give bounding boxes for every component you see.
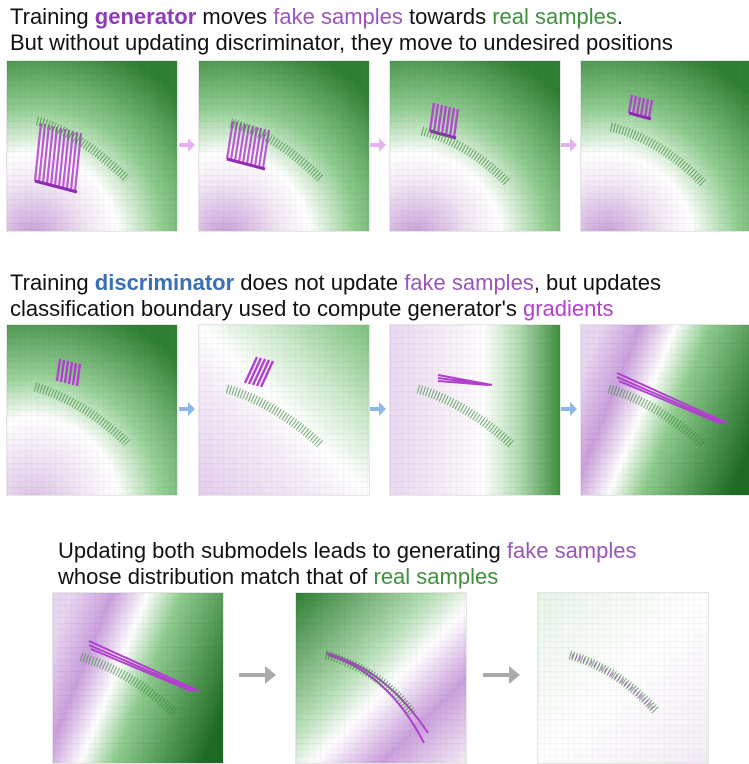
panel-row3-step3 — [537, 592, 709, 764]
panel-row3-step1 — [52, 592, 224, 764]
text: towards — [402, 4, 493, 29]
right-arrow-icon — [239, 666, 276, 684]
caption-row3: Updating both submodels leads to generat… — [58, 538, 637, 590]
panel-row2-step1 — [6, 324, 178, 496]
text: Training — [10, 4, 95, 29]
right-arrow-icon — [179, 138, 195, 152]
panel-row2-step3 — [389, 324, 561, 496]
keyword-fake-samples: fake samples — [273, 4, 403, 29]
keyword-real-samples: real samples — [373, 564, 499, 589]
caption-row1-line1: Training generator moves fake samples to… — [10, 4, 673, 30]
text: , but updates — [533, 270, 662, 295]
caption-row1: Training generator moves fake samples to… — [10, 4, 673, 56]
panel-row1-step3 — [389, 60, 561, 232]
caption-row3-line2: whose distribution match that of real sa… — [58, 564, 637, 590]
caption-row2-line1: Training discriminator does not update f… — [10, 270, 661, 296]
text: Training — [10, 270, 95, 295]
right-arrow-icon — [179, 402, 195, 416]
panel-row3-step2 — [295, 592, 467, 764]
text: classification boundary used to compute … — [10, 296, 523, 321]
text: . — [616, 4, 624, 29]
text: does not update — [234, 270, 405, 295]
right-arrow-icon — [370, 138, 386, 152]
right-arrow-icon — [561, 402, 577, 416]
caption-row2: Training discriminator does not update f… — [10, 270, 661, 322]
panel-row2-step2 — [198, 324, 370, 496]
keyword-gradients: gradients — [522, 296, 614, 321]
right-arrow-icon — [561, 138, 577, 152]
caption-row1-line2: But without updating discriminator, they… — [10, 30, 673, 55]
panel-row1-step2 — [198, 60, 370, 232]
keyword-real-samples: real samples — [492, 4, 617, 29]
panel-row1-step4 — [580, 60, 749, 232]
keyword-discriminator: discriminator — [94, 270, 235, 295]
text: moves — [196, 4, 274, 29]
keyword-fake-samples: fake samples — [506, 538, 637, 563]
text: Updating both submodels leads to generat… — [58, 538, 507, 563]
right-arrow-icon — [370, 402, 386, 416]
keyword-generator: generator — [94, 4, 197, 29]
right-arrow-icon — [483, 666, 520, 684]
text: whose distribution match that of — [58, 564, 374, 589]
panel-row2-step4 — [580, 324, 749, 496]
keyword-fake-samples: fake samples — [404, 270, 534, 295]
panel-row1-step1 — [6, 60, 178, 232]
caption-row2-line2: classification boundary used to compute … — [10, 296, 661, 322]
caption-row3-line1: Updating both submodels leads to generat… — [58, 538, 637, 564]
